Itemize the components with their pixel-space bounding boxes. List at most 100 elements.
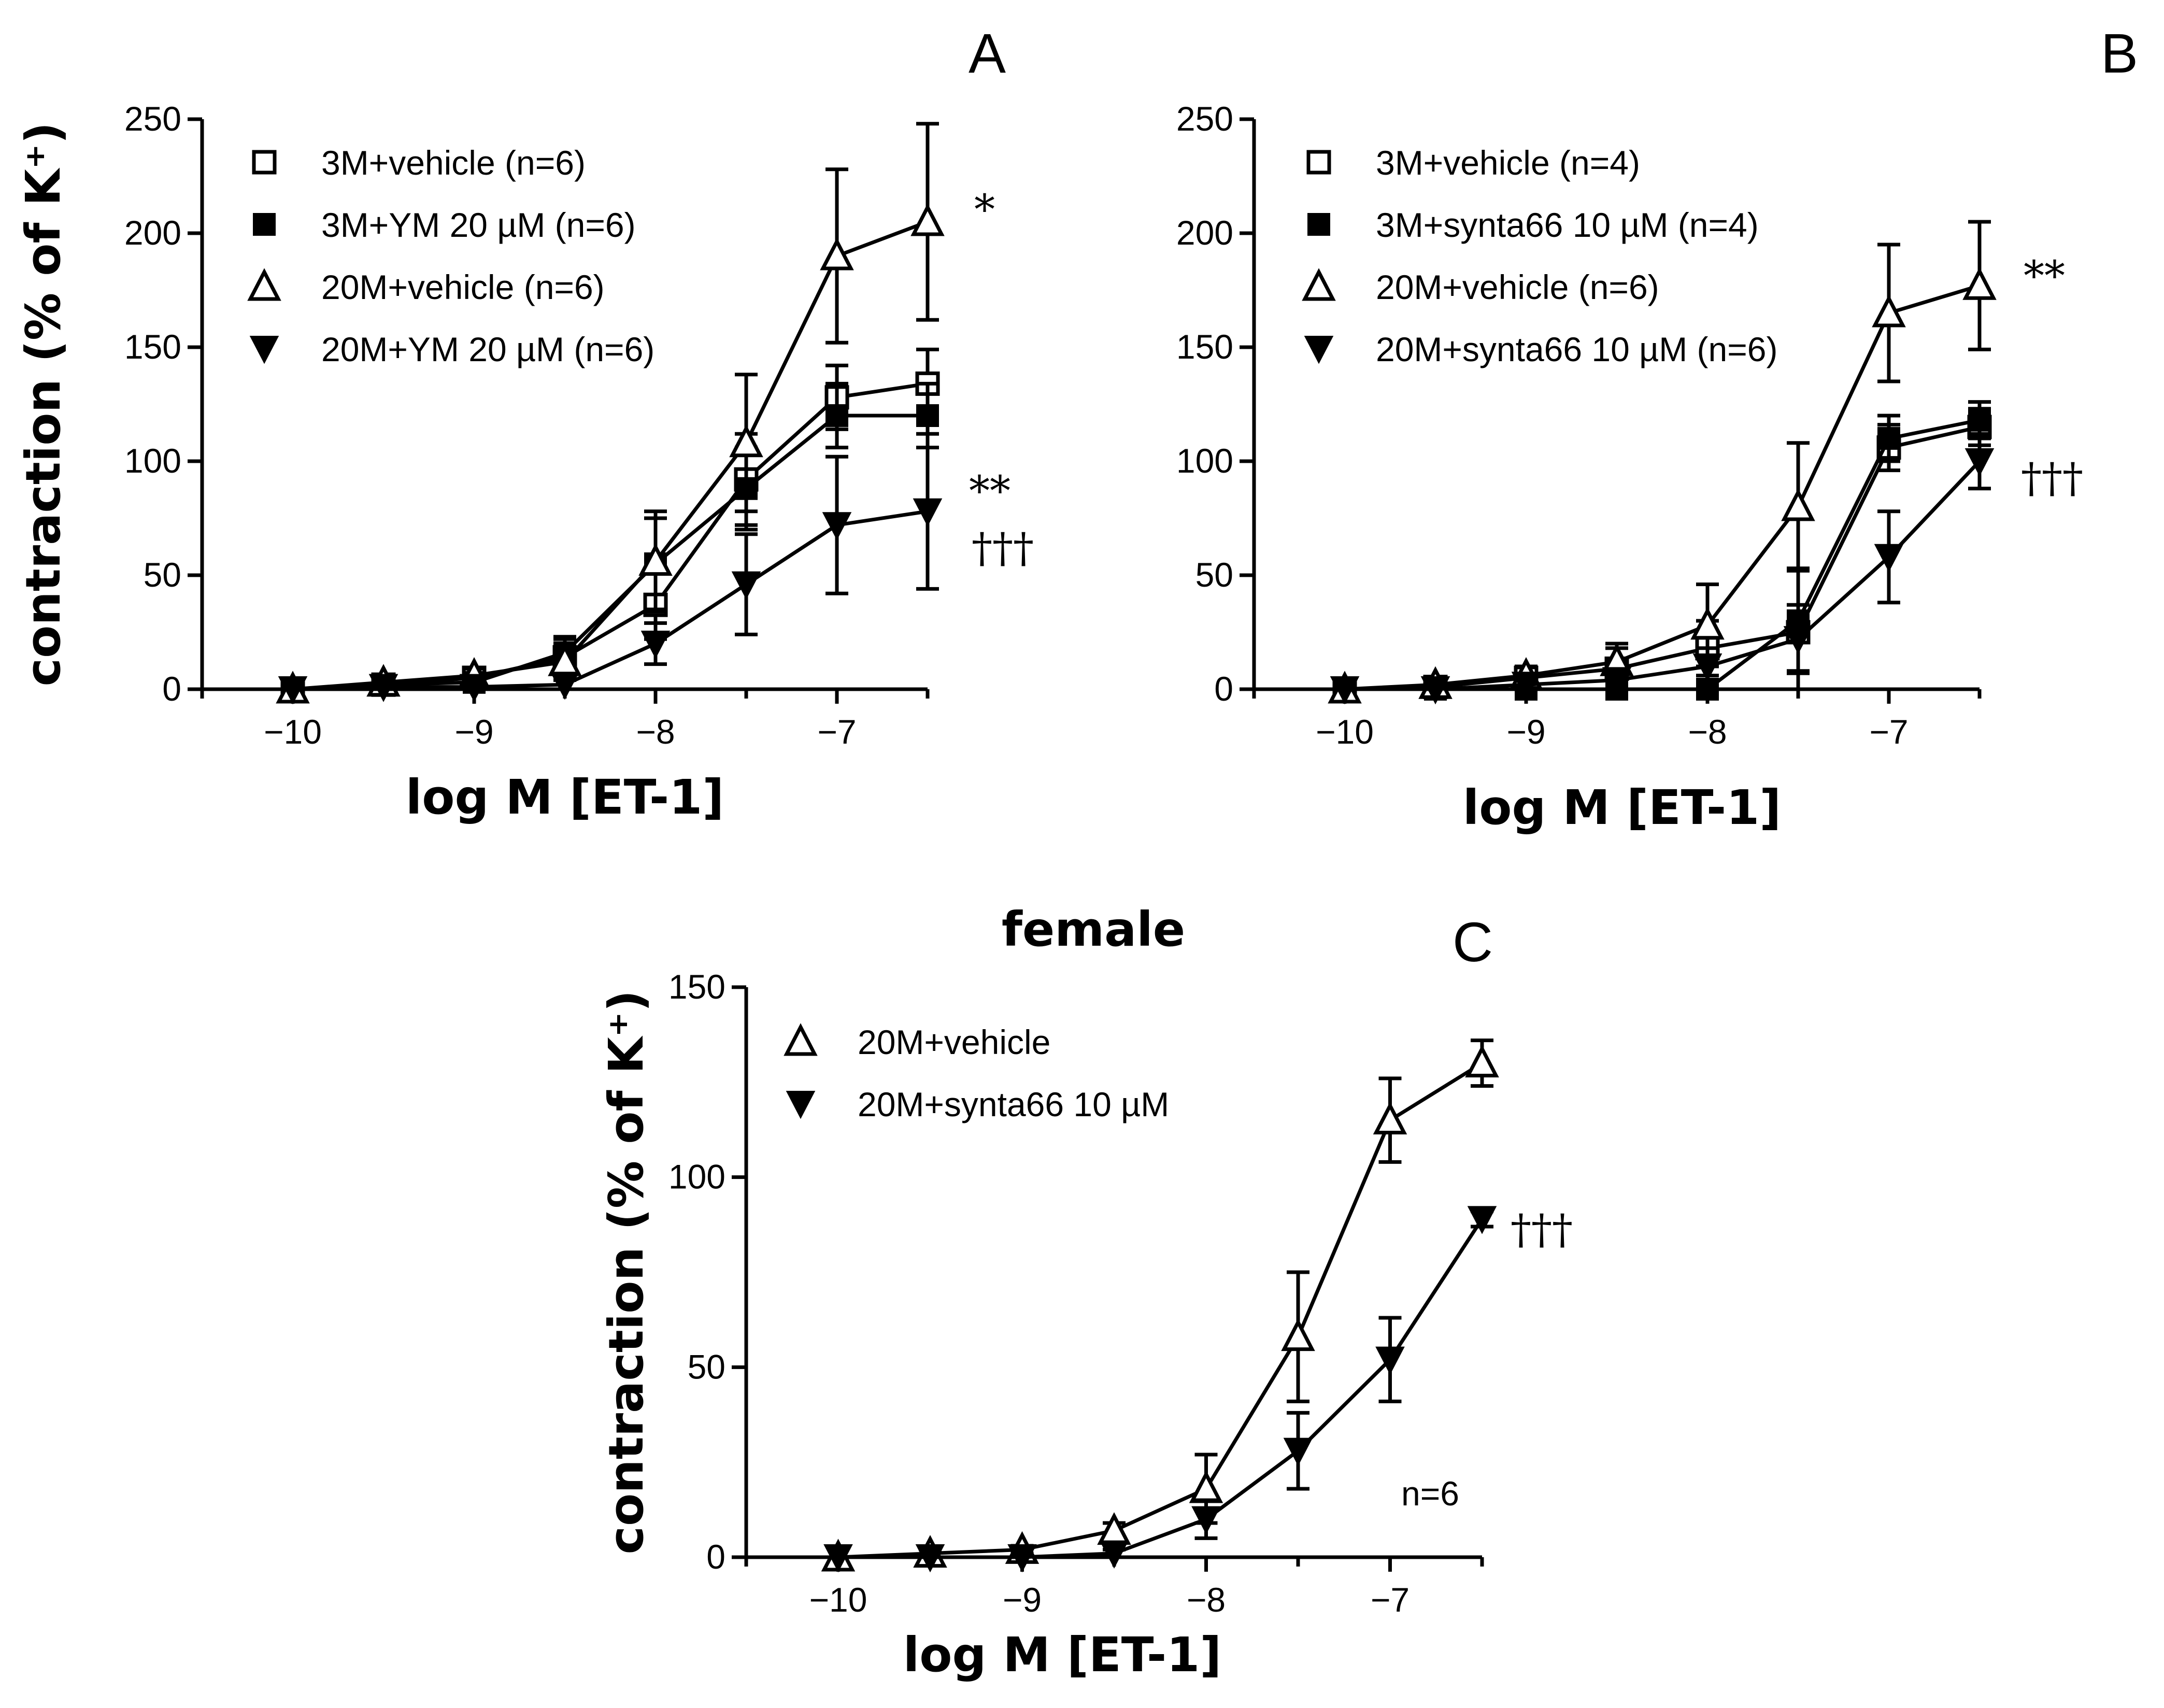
data-point [729, 424, 763, 458]
data-point [1874, 544, 1904, 573]
data-point [368, 674, 398, 702]
series-2 [823, 1206, 1497, 1573]
y-tick-label: 0 [1214, 670, 1233, 708]
series-line [1345, 460, 1981, 691]
series-line [292, 509, 928, 691]
series-line [292, 220, 929, 691]
x-tick-label: −9 [1003, 1581, 1042, 1619]
data-point [1281, 1318, 1315, 1351]
y-tick-label: 50 [688, 1347, 725, 1386]
data-point [1968, 408, 1991, 432]
data-point [1007, 1544, 1037, 1573]
x-tick-label: −7 [817, 713, 856, 751]
y-tick-label: 0 [162, 670, 181, 708]
legend-label: 20M+YM 20 µM (n=6) [321, 330, 654, 368]
series-line [1344, 425, 1980, 691]
legend-marker [252, 150, 277, 175]
y-axis-label: contraction (% of K⁺) [16, 122, 71, 687]
data-point [913, 498, 943, 527]
y-tick-label: 100 [668, 1158, 725, 1196]
significance-label: ††† [1511, 1205, 1573, 1254]
legend-marker [247, 268, 281, 301]
data-point [1962, 267, 1997, 300]
data-point [823, 1544, 853, 1573]
panel-letter: C [1453, 910, 1493, 973]
y-tick-label: 150 [124, 328, 181, 366]
legend-label: 3M+synta66 10 µM (n=4) [1376, 206, 1759, 244]
series-4 [278, 432, 943, 705]
x-tick-label: −10 [1316, 713, 1374, 751]
data-point [1420, 676, 1450, 705]
panel-letter: A [969, 22, 1006, 84]
legend-label: 3M+vehicle (n=4) [1376, 144, 1640, 182]
data-point [820, 237, 854, 271]
data-point [1467, 1206, 1497, 1234]
significance-label: ††† [2021, 454, 2083, 502]
legend-marker [784, 1023, 818, 1056]
data-point [1375, 1346, 1405, 1375]
legend-label: 3M+vehicle (n=6) [321, 144, 586, 182]
data-point [1373, 1102, 1407, 1135]
legend-marker [253, 213, 276, 236]
legend-label: 3M+YM 20 µM (n=6) [321, 206, 636, 244]
data-point [822, 512, 852, 540]
data-point [1872, 294, 1906, 328]
data-point [1964, 448, 1995, 477]
y-tick-label: 0 [706, 1538, 725, 1576]
x-tick-label: −8 [1688, 713, 1727, 751]
y-tick-label: 250 [124, 99, 181, 138]
legend-label: 20M+vehicle [858, 1023, 1050, 1061]
sample-size-note: n=6 [1401, 1474, 1459, 1513]
y-tick-label: 150 [668, 967, 725, 1006]
legend-label: 20M+synta66 10 µM [858, 1085, 1169, 1123]
panel-c: 0 50 100 150 −10 −9 −8 −7 log M [ET-1] contractio… [599, 902, 1573, 1683]
data-point [640, 631, 671, 659]
significance-label: * [974, 186, 995, 234]
data-point [910, 203, 945, 236]
y-tick-label: 50 [1195, 556, 1233, 594]
y-tick-label: 150 [1176, 328, 1233, 366]
data-point [731, 571, 761, 600]
y-tick-label: 100 [124, 442, 181, 480]
x-tick-label: −9 [454, 713, 493, 751]
x-tick-label: −7 [1371, 1581, 1410, 1619]
series-line [838, 1218, 1484, 1559]
legend-marker [1302, 268, 1336, 301]
panel-b: 0 50 100 150 200 250 −10 −9 −8 −7 log M [ET-1] B 3M+… [1176, 22, 2138, 835]
panel-a: 0 50 100 150 200 250 −10 −9 −8 −7 log M [ET-1] cont… [16, 22, 1034, 825]
x-axis-label: log M [ET-1] [903, 1627, 1222, 1683]
y-axis-label: contraction (% of K⁺) [599, 990, 654, 1555]
data-point [1877, 427, 1900, 450]
data-point [1692, 653, 1722, 682]
x-tick-label: −8 [636, 713, 675, 751]
data-point [916, 404, 939, 427]
y-tick-label: 200 [1176, 214, 1233, 252]
legend-marker [1306, 150, 1331, 175]
significance-label: ††† [972, 524, 1034, 572]
legend-marker [1307, 213, 1330, 236]
x-tick-label: −10 [809, 1581, 867, 1619]
data-point [1191, 1506, 1221, 1534]
data-point [550, 672, 580, 700]
chart-title: female [1002, 902, 1185, 957]
y-tick-label: 250 [1176, 99, 1233, 138]
data-point [1511, 672, 1541, 700]
data-point [915, 1544, 945, 1573]
data-point [1783, 626, 1813, 654]
y-tick-label: 100 [1176, 442, 1233, 480]
series-4 [1330, 432, 1995, 705]
data-point [1602, 667, 1632, 695]
legend-marker [786, 1091, 816, 1119]
data-point [1097, 1512, 1131, 1545]
series-line [1344, 283, 1981, 691]
x-tick-label: −10 [264, 713, 322, 751]
data-point [638, 543, 673, 576]
x-tick-label: −7 [1869, 713, 1908, 751]
data-point [1330, 676, 1360, 705]
significance-label: ** [969, 467, 1010, 515]
x-tick-label: −9 [1506, 713, 1545, 751]
legend-label: 20M+vehicle (n=6) [321, 268, 605, 306]
legend-marker [1304, 336, 1334, 364]
x-axis-label: log M [ET-1] [1463, 780, 1782, 835]
